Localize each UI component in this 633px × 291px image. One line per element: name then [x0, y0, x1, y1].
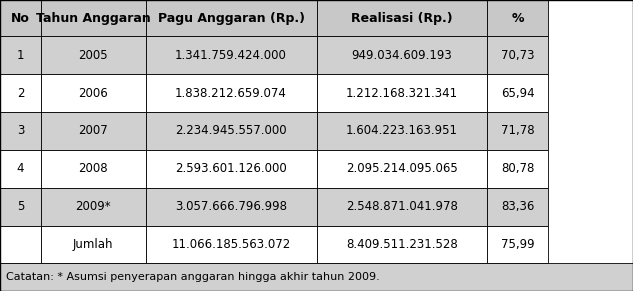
- Text: 2009*: 2009*: [75, 200, 111, 213]
- Text: 1.341.759.424.000: 1.341.759.424.000: [175, 49, 287, 62]
- Text: 1.604.223.163.951: 1.604.223.163.951: [346, 125, 458, 137]
- Text: 2006: 2006: [78, 87, 108, 100]
- Text: 83,36: 83,36: [501, 200, 534, 213]
- Bar: [316, 36, 487, 74]
- Bar: [41, 150, 146, 188]
- Text: 71,78: 71,78: [501, 125, 534, 137]
- Bar: [316, 150, 487, 188]
- Text: 2007: 2007: [78, 125, 108, 137]
- Bar: [41, 188, 146, 226]
- Text: 2.095.214.095.065: 2.095.214.095.065: [346, 162, 458, 175]
- Text: 4: 4: [17, 162, 24, 175]
- Bar: [0, 74, 41, 112]
- Bar: [0, 112, 41, 150]
- Text: 1.212.168.321.341: 1.212.168.321.341: [346, 87, 458, 100]
- Text: 2.548.871.041.978: 2.548.871.041.978: [346, 200, 458, 213]
- Bar: [316, 112, 487, 150]
- Bar: [41, 36, 146, 74]
- Bar: [41, 0, 146, 36]
- Text: 2005: 2005: [78, 49, 108, 62]
- Text: 75,99: 75,99: [501, 238, 534, 251]
- Text: No: No: [11, 12, 30, 25]
- Text: Jumlah: Jumlah: [73, 238, 113, 251]
- Bar: [487, 112, 548, 150]
- Bar: [146, 74, 316, 112]
- Bar: [0, 0, 41, 36]
- Bar: [487, 188, 548, 226]
- Text: 11.066.185.563.072: 11.066.185.563.072: [172, 238, 291, 251]
- Text: 5: 5: [17, 200, 24, 213]
- Text: 70,73: 70,73: [501, 49, 534, 62]
- Text: Catatan: * Asumsi penyerapan anggaran hingga akhir tahun 2009.: Catatan: * Asumsi penyerapan anggaran hi…: [6, 272, 380, 282]
- Bar: [0, 188, 41, 226]
- Bar: [0, 226, 41, 263]
- Text: %: %: [511, 12, 523, 25]
- Bar: [0, 150, 41, 188]
- Bar: [487, 36, 548, 74]
- Bar: [146, 0, 316, 36]
- Text: 949.034.609.193: 949.034.609.193: [351, 49, 453, 62]
- Bar: [316, 0, 487, 36]
- Text: Tahun Anggaran: Tahun Anggaran: [36, 12, 151, 25]
- Bar: [316, 74, 487, 112]
- Bar: [146, 150, 316, 188]
- Text: 3: 3: [17, 125, 24, 137]
- Text: 65,94: 65,94: [501, 87, 534, 100]
- Bar: [487, 0, 548, 36]
- Bar: [146, 188, 316, 226]
- Bar: [0, 36, 41, 74]
- Bar: [41, 226, 146, 263]
- Bar: [146, 226, 316, 263]
- Bar: [41, 112, 146, 150]
- Text: 1: 1: [17, 49, 24, 62]
- Text: Realisasi (Rp.): Realisasi (Rp.): [351, 12, 453, 25]
- Text: 2.234.945.557.000: 2.234.945.557.000: [175, 125, 287, 137]
- Bar: [0, 263, 633, 291]
- Text: 1.838.212.659.074: 1.838.212.659.074: [175, 87, 287, 100]
- Text: 2: 2: [17, 87, 24, 100]
- Text: 2008: 2008: [78, 162, 108, 175]
- Bar: [41, 74, 146, 112]
- Text: 8.409.511.231.528: 8.409.511.231.528: [346, 238, 458, 251]
- Text: 3.057.666.796.998: 3.057.666.796.998: [175, 200, 287, 213]
- Bar: [487, 74, 548, 112]
- Text: Pagu Anggaran (Rp.): Pagu Anggaran (Rp.): [158, 12, 304, 25]
- Bar: [316, 188, 487, 226]
- Bar: [146, 112, 316, 150]
- Bar: [487, 150, 548, 188]
- Bar: [487, 226, 548, 263]
- Text: 80,78: 80,78: [501, 162, 534, 175]
- Bar: [146, 36, 316, 74]
- Bar: [316, 226, 487, 263]
- Text: 2.593.601.126.000: 2.593.601.126.000: [175, 162, 287, 175]
